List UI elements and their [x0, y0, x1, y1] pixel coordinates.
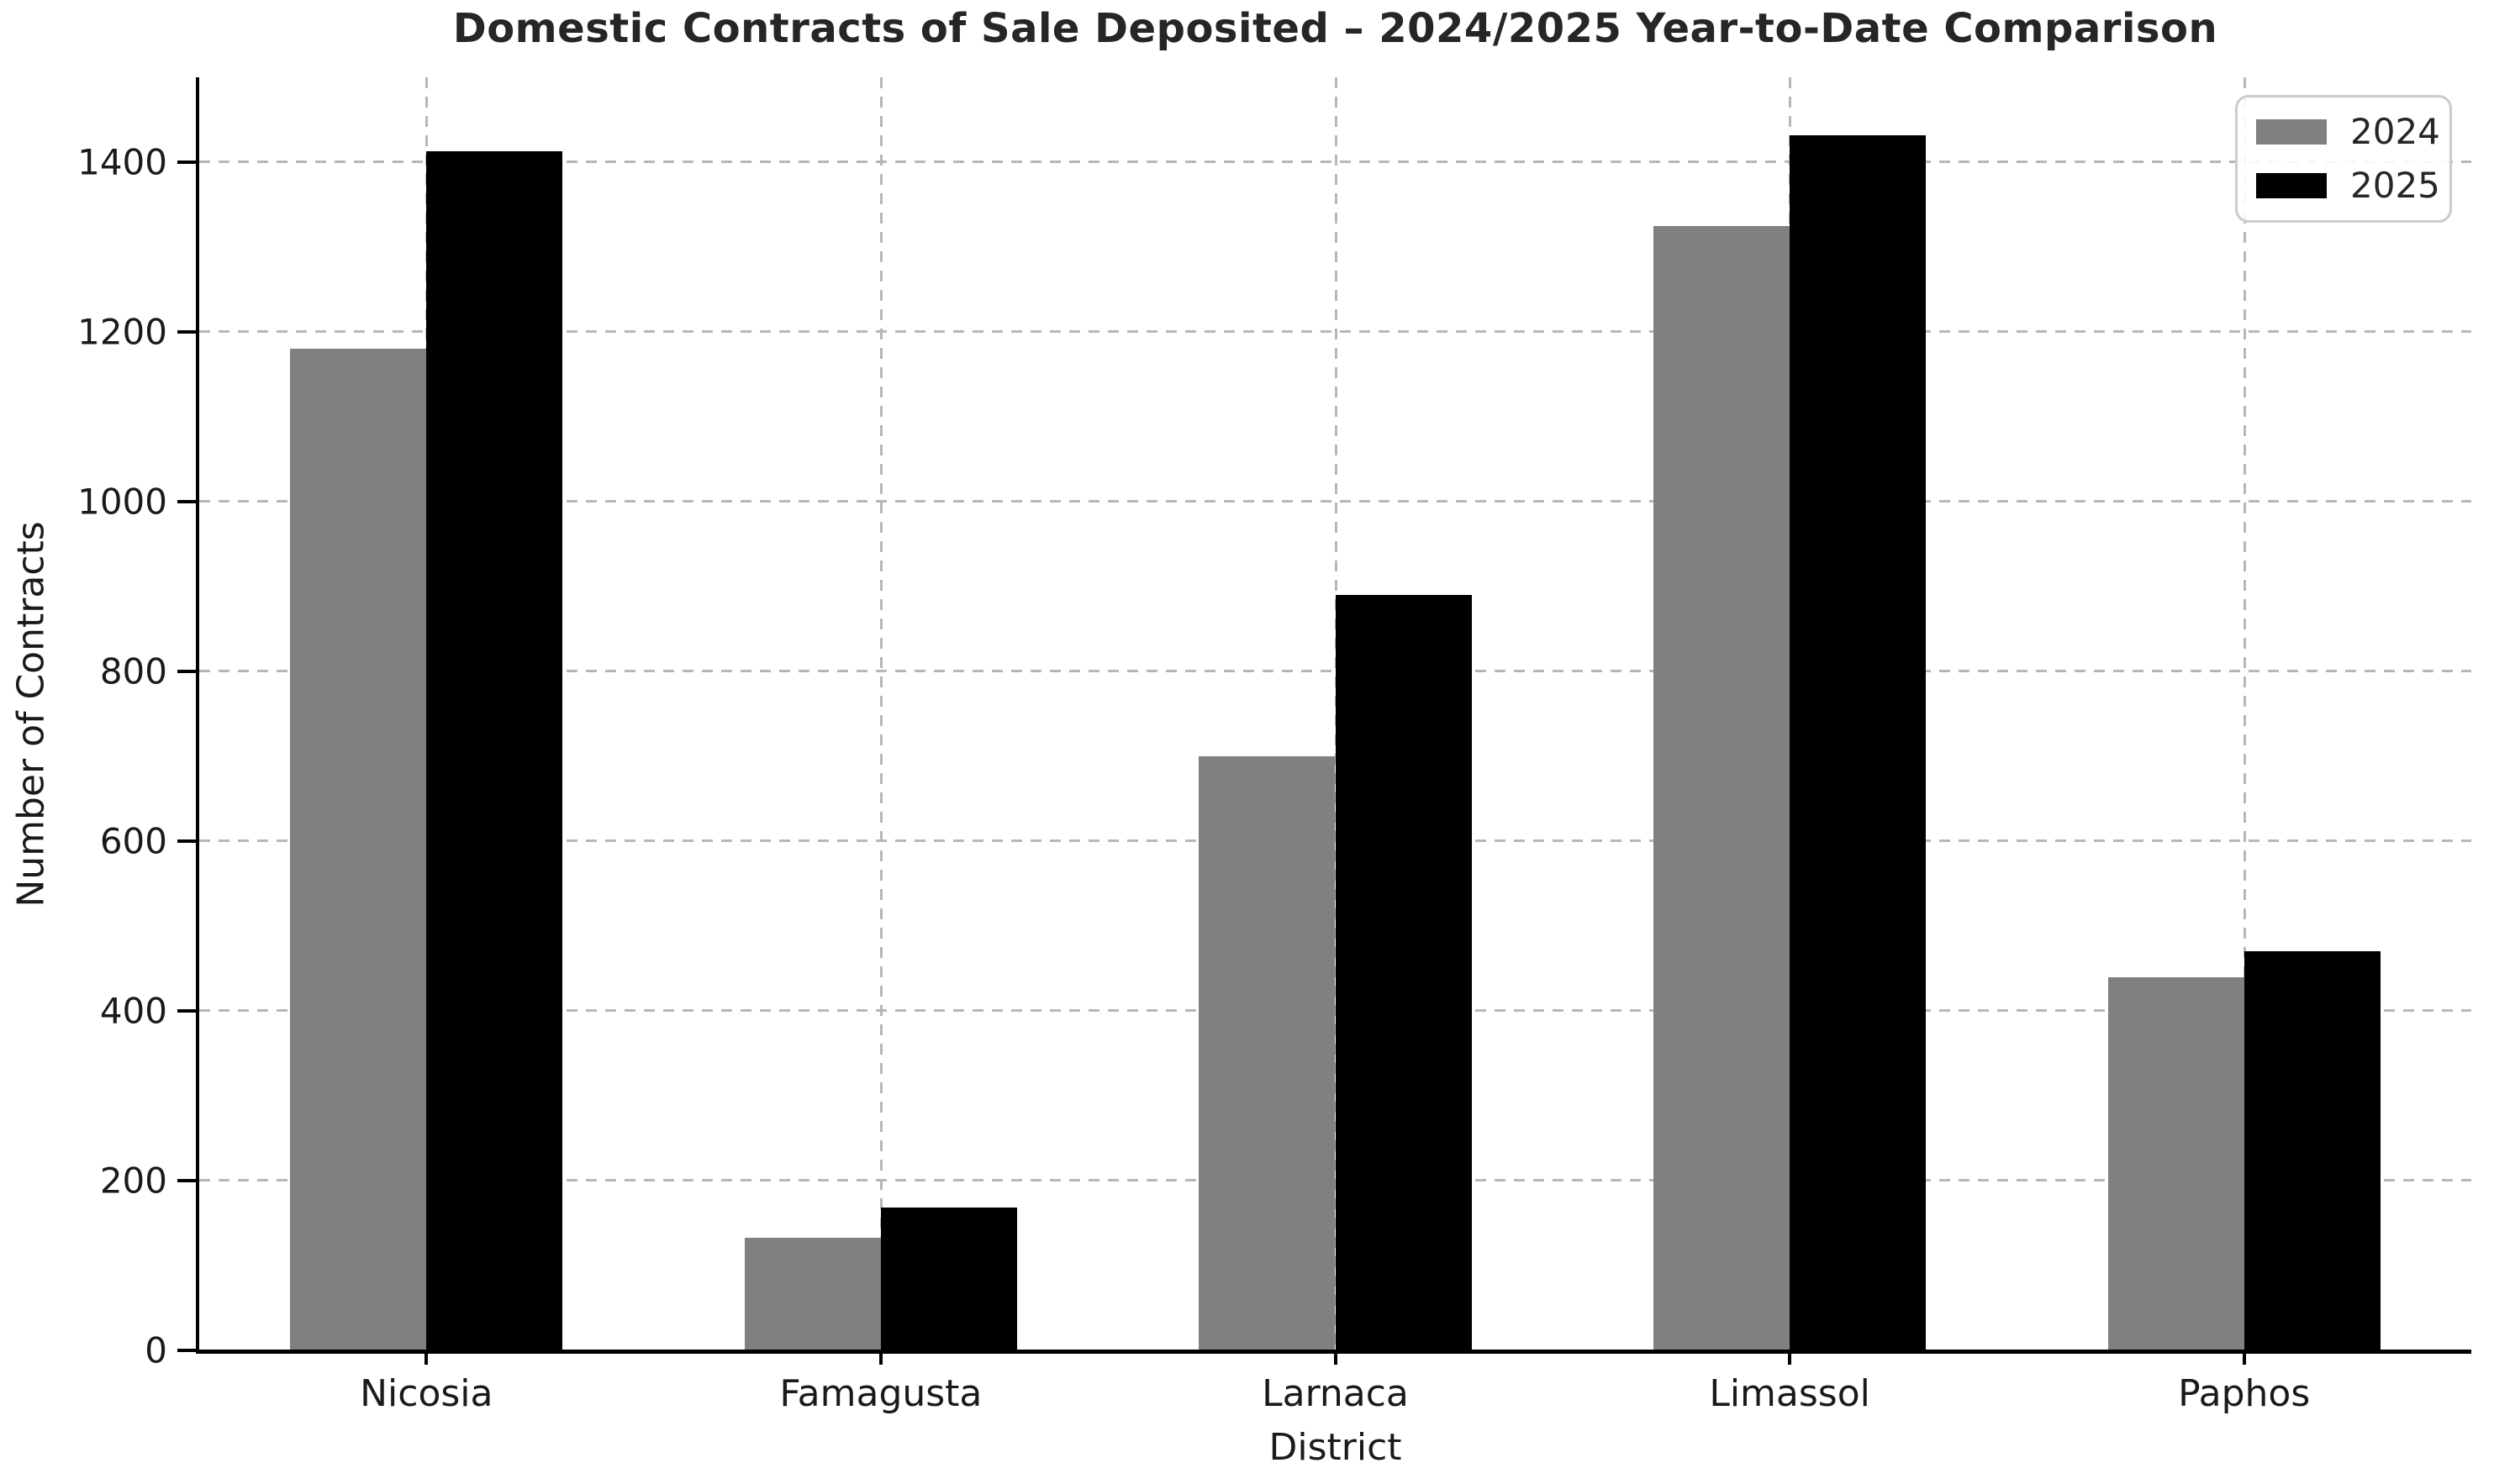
x-tick-limassol — [1788, 1351, 1792, 1365]
legend-label-2024: 2024 — [2350, 111, 2440, 152]
bar-2024-limassol — [1653, 225, 1790, 1350]
y-tick-0 — [177, 1349, 196, 1352]
y-tick-1400 — [177, 161, 196, 164]
y-tick-200 — [177, 1179, 196, 1182]
y-tick-800 — [177, 670, 196, 673]
y-tick-600 — [177, 839, 196, 843]
chart-title: Domestic Contracts of Sale Deposited – 2… — [452, 5, 2218, 52]
y-tick-label-200: 200 — [99, 1160, 167, 1202]
legend: 2024 2025 — [2235, 95, 2452, 223]
v-gridline-famagusta — [879, 77, 883, 1350]
bar-2025-nicosia — [426, 150, 563, 1350]
y-tick-400 — [177, 1009, 196, 1013]
x-tick-label-larnaca: Larnaca — [1262, 1372, 1409, 1415]
v-gridline-paphos — [2243, 77, 2246, 1350]
bar-2025-paphos — [2244, 951, 2381, 1350]
legend-item-2024: 2024 — [2256, 114, 2440, 150]
x-tick-nicosia — [424, 1351, 429, 1365]
x-axis-spine — [196, 1350, 2471, 1354]
x-tick-label-famagusta: Famagusta — [779, 1372, 983, 1415]
bar-2024-famagusta — [744, 1237, 881, 1350]
plot-area: 0 200 400 600 800 1000 1200 1400 Nicosia Famagust… — [10, 77, 2471, 1469]
y-tick-1000 — [177, 500, 196, 503]
x-tick-label-paphos: Paphos — [2178, 1372, 2311, 1415]
x-tick-paphos — [2242, 1351, 2246, 1365]
y-tick-label-1400: 1400 — [77, 141, 167, 183]
x-tick-label-limassol: Limassol — [1709, 1372, 1870, 1415]
legend-swatch-2024 — [2256, 119, 2327, 145]
y-tick-label-800: 800 — [99, 650, 167, 692]
y-tick-label-1200: 1200 — [77, 311, 167, 353]
legend-item-2025: 2025 — [2256, 168, 2440, 203]
y-tick-1200 — [177, 330, 196, 334]
x-tick-label-nicosia: Nicosia — [360, 1372, 493, 1415]
bar-2024-nicosia — [290, 349, 427, 1350]
bar-2024-larnaca — [1199, 756, 1336, 1350]
x-tick-famagusta — [878, 1351, 883, 1365]
bar-2025-famagusta — [880, 1208, 1018, 1350]
y-tick-label-400: 400 — [99, 990, 167, 1032]
y-tick-label-1000: 1000 — [77, 481, 167, 523]
y-axis-title: Number of Contracts — [9, 520, 53, 908]
x-tick-larnaca — [1333, 1351, 1337, 1365]
y-tick-label-0: 0 — [145, 1329, 167, 1371]
bar-2025-limassol — [1790, 134, 1927, 1350]
legend-swatch-2025 — [2256, 173, 2327, 198]
bar-2024-paphos — [2107, 976, 2244, 1350]
y-axis-spine — [196, 77, 199, 1354]
x-axis-title: District — [1268, 1426, 1402, 1469]
bar-2025-larnaca — [1335, 595, 1472, 1350]
y-tick-label-600: 600 — [99, 820, 167, 862]
legend-label-2025: 2025 — [2350, 165, 2440, 206]
